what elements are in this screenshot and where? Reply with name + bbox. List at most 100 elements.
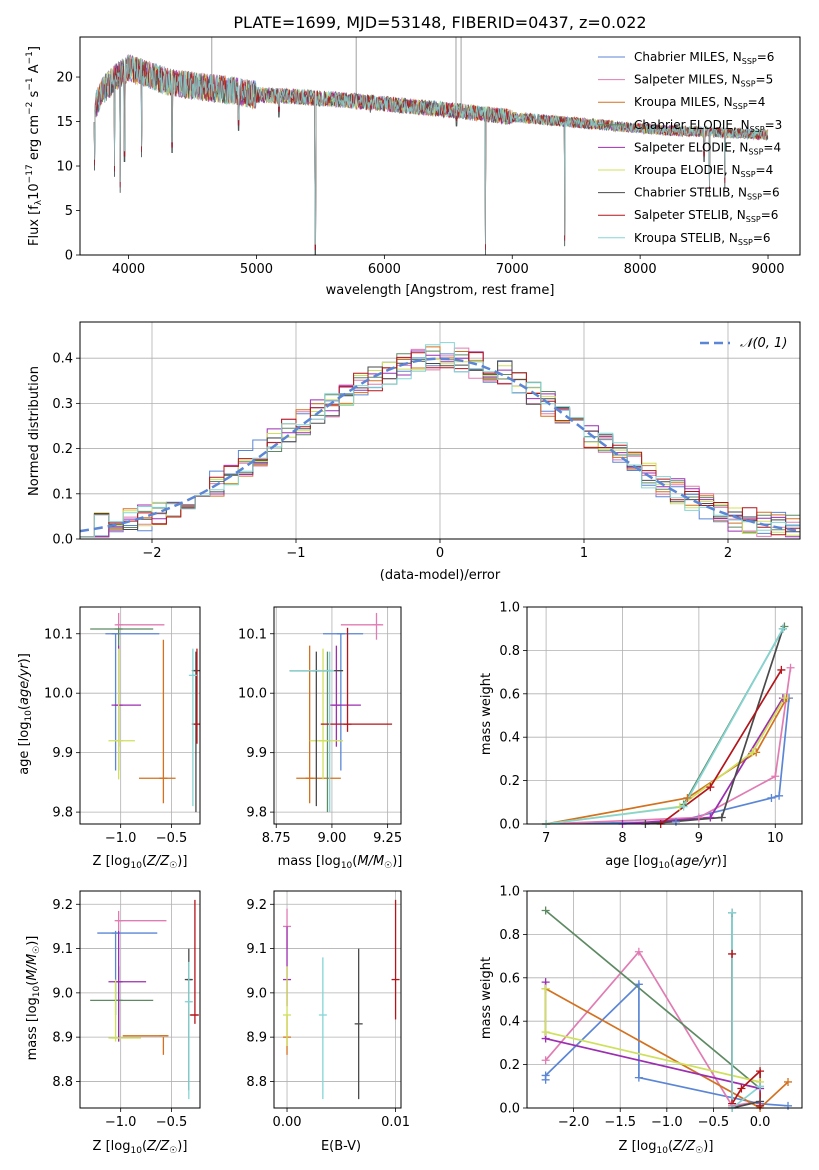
legend-label: Chabrier STELIB, NSSP=6 (634, 186, 780, 202)
legend-subscript: SSP (746, 215, 761, 224)
data-histogram-step-8 (80, 342, 800, 538)
y-tick-label: 10 (56, 160, 73, 175)
y-tick-label: 9.0 (246, 986, 267, 1001)
y-tick-label: 1.0 (499, 885, 520, 900)
y-tick-label: 0 (65, 249, 73, 264)
massweight-vs-metallicity-plot-area: −2.0 −1.5 −1.0 −0.5 0.0 0.0 0.2 0.4 0.6 0.8 1.0 (499, 885, 803, 1130)
x-tick-label: 0.0 (750, 1115, 771, 1130)
data-marker-8 (679, 802, 688, 811)
data-layer (90, 612, 200, 813)
data-series-line-3 (545, 909, 761, 1090)
histogram-plot-area: −2 −1 0 1 2 0.0 0.1 0.2 0.3 0.4 𝒩(0, 1) (52, 321, 801, 561)
data-marker-5 (780, 694, 789, 703)
axes-frame (79, 321, 801, 540)
axes-frame (79, 890, 201, 1109)
legend-value: =4 (756, 163, 774, 177)
legend-value: =4 (748, 95, 766, 109)
data-series-line-8 (731, 912, 761, 1108)
y-tick-label: 0.0 (499, 1102, 520, 1117)
y-tick-label: 9.8 (246, 806, 267, 821)
mass-vs-ebv-xlabel: E(B-V) (321, 1139, 361, 1154)
x-tick-label: 8.75 (262, 831, 291, 846)
y-tick-label: 8.8 (52, 1075, 73, 1090)
legend-value: =6 (761, 208, 779, 222)
legend-label: Salpeter MILES, NSSP=5 (634, 73, 773, 89)
x-tick-label: 7 (542, 831, 550, 846)
y-tick-label: 8.9 (246, 1031, 267, 1046)
age-vs-mass-plot-area: 8.75 9.00 9.25 9.8 9.9 10.0 10.1 (238, 606, 402, 846)
axes-frame (526, 606, 803, 825)
x-tick-label: −0.5 (156, 831, 188, 846)
y-tick-label: 9.9 (246, 746, 267, 761)
spectrum-legend: Chabrier MILES, NSSP=6 Salpeter MILES, NS… (598, 50, 782, 247)
legend-subscript: SSP (750, 125, 765, 134)
legend-value: =3 (765, 118, 783, 132)
massweight-vs-metallicity-ylabel: mass weight (479, 957, 494, 1039)
data-marker-1 (694, 813, 703, 822)
y-tick-label: 15 (56, 115, 73, 130)
data-series-line-1 (544, 950, 761, 1107)
y-tick-label: 9.8 (52, 806, 73, 821)
data-series-line-4 (544, 982, 761, 1090)
age-vs-metallicity-plot-area: −1.0 −0.5 9.8 9.9 10.0 10.1 (44, 606, 201, 846)
x-tick-label: 4000 (112, 262, 145, 277)
data-marker-0 (775, 791, 784, 800)
x-tick-label: −1.5 (604, 1115, 636, 1130)
spectrum-ylabel: Flux [fλ10−17 erg cm−2 s−1 A−1] (25, 46, 44, 246)
legend-subscript: SSP (741, 170, 756, 179)
data-marker-6 (717, 813, 726, 822)
data-marker-0 (634, 980, 643, 989)
y-tick-label: 10.1 (44, 627, 73, 642)
data-series-line-5 (544, 988, 761, 1083)
mass-vs-metallicity-xlabel: Z [log10(Z/Z☉)] (93, 1139, 188, 1156)
data-layer (283, 899, 400, 1100)
x-tick-label: −2.0 (558, 1115, 590, 1130)
data-marker-2 (683, 793, 692, 802)
y-tick-label: 0.6 (499, 971, 520, 986)
mass-vs-ebv-panel: 0.00 0.01 8.8 8.9 9.0 9.1 9.2 E(B-V) (246, 890, 410, 1154)
data-marker-5 (541, 1028, 550, 1037)
massweight-vs-age-ylabel: mass weight (479, 673, 494, 755)
x-tick-label: 5000 (240, 262, 273, 277)
mass-vs-metallicity-ylabel: mass [log10(M/M☉)] (25, 936, 42, 1061)
age-vs-metallicity-panel: −1.0 −0.5 9.8 9.9 10.0 10.1 Z [log10(Z/Z☉)] a… (17, 606, 201, 871)
age-vs-metallicity-ylabel: age [log10(age/yr)] (17, 653, 34, 775)
mass-vs-metallicity-plot-area: −1.0 −0.5 8.8 8.9 9.0 9.1 9.2 (52, 890, 201, 1130)
mass-vs-ebv-plot-area: 0.00 0.01 8.8 8.9 9.0 9.1 9.2 (246, 890, 410, 1130)
x-tick-label: −0.5 (698, 1115, 730, 1130)
x-tick-label: −1.0 (651, 1115, 683, 1130)
data-marker-4 (706, 813, 715, 822)
legend-subscript: SSP (748, 147, 763, 156)
y-tick-label: 9.1 (52, 942, 73, 957)
legend-label: Chabrier ELODIE, NSSP=3 (634, 118, 782, 134)
data-layer (90, 899, 199, 1100)
data-marker-8 (778, 624, 787, 633)
massweight-vs-metallicity-xlabel: Z [log10(Z/Z☉)] (619, 1139, 714, 1156)
legend-label: Chabrier MILES, NSSP=6 (634, 50, 774, 66)
y-tick-label: 0.0 (499, 818, 520, 833)
x-tick-label: −1.0 (105, 1115, 137, 1130)
data-series-line-2 (545, 987, 789, 1108)
data-marker-1 (786, 663, 795, 672)
data-series-line-5 (545, 697, 786, 824)
y-tick-label: 0.2 (499, 1058, 520, 1073)
data-layer (289, 612, 393, 813)
legend-subscript: SSP (741, 80, 756, 89)
x-tick-label: 8000 (624, 262, 657, 277)
data-marker-8 (756, 1082, 765, 1091)
massweight-vs-metallicity-panel: −2.0 −1.5 −1.0 −0.5 0.0 0.0 0.2 0.4 0.6 0.8 1.0 Z … (479, 885, 803, 1156)
x-tick-label: 0 (436, 546, 444, 561)
data-marker-1 (771, 772, 780, 781)
y-tick-label: 0.8 (499, 644, 520, 659)
y-tick-label: 0.8 (499, 928, 520, 943)
y-tick-label: 8.8 (246, 1075, 267, 1090)
data-marker-7 (737, 1084, 746, 1093)
x-tick-label: −2 (142, 546, 161, 561)
x-tick-label: 0.01 (381, 1115, 410, 1130)
axes-frame (273, 890, 402, 1109)
legend-label: Salpeter ELODIE, NSSP=4 (634, 140, 781, 156)
y-tick-label: 0.4 (52, 352, 73, 367)
y-tick-label: 9.2 (246, 898, 267, 913)
histogram-xlabel: (data-model)/error (380, 568, 501, 583)
